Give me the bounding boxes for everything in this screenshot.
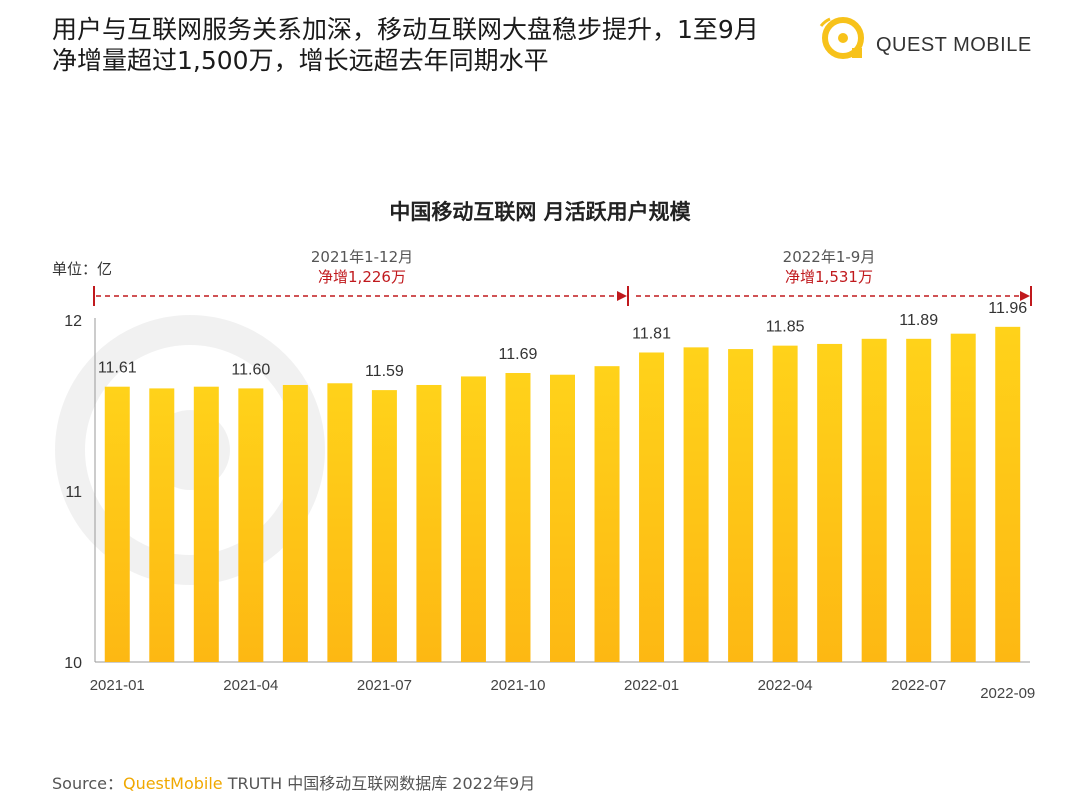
x-tick-label: 2022-04 xyxy=(758,677,813,694)
x-tick-label: 2021-01 xyxy=(90,677,145,694)
x-tick-label: 2021-10 xyxy=(490,677,545,694)
bar xyxy=(639,352,665,662)
source-prefix: Source： xyxy=(52,774,123,793)
brand-name: QUEST MOBILE xyxy=(876,34,1032,56)
bar xyxy=(327,383,353,662)
bar xyxy=(282,384,308,662)
period-2022: 2022年1-9月 净增1,531万 xyxy=(729,247,929,287)
data-label: 11.85 xyxy=(766,319,805,336)
bar xyxy=(104,386,130,662)
period-2021: 2021年1-12月 净增1,226万 xyxy=(262,247,462,287)
bar xyxy=(950,333,976,662)
x-tick-label: 2021-04 xyxy=(223,677,278,694)
chart-title: 中国移动互联网 月活跃用户规模 xyxy=(389,200,691,224)
x-tick-label: 2021-07 xyxy=(357,677,412,694)
data-label: 11.96 xyxy=(988,300,1027,317)
data-label: 11.61 xyxy=(98,360,137,377)
x-tick-label: 2022-09 xyxy=(980,685,1035,702)
data-label: 11.81 xyxy=(632,325,671,342)
bar xyxy=(550,374,575,662)
x-tick-label: 2022-07 xyxy=(891,677,946,694)
bar xyxy=(772,345,798,662)
y-tick-label: 10 xyxy=(64,655,82,672)
questmobile-logo-icon xyxy=(819,17,864,59)
y-tick-label: 11 xyxy=(65,484,82,501)
data-labels: 11.61 11.60 11.59 11.69 11.81 11.85 11.89 11.96 xyxy=(98,300,1027,380)
headline: 用户与互联网服务关系加深，移动互联网大盘稳步提升，1至9月 净增量超过1,500… xyxy=(52,14,822,76)
period-markers xyxy=(93,286,1032,306)
bar xyxy=(505,373,531,662)
period-2021-net: 净增1,226万 xyxy=(318,268,406,286)
source-note: Source：QuestMobile TRUTH 中国移动互联网数据库 2022… xyxy=(52,770,535,794)
bar xyxy=(683,347,709,662)
bar xyxy=(416,384,442,662)
bar xyxy=(238,388,264,662)
bars xyxy=(104,326,1021,662)
headline-line-1: 用户与互联网服务关系加深，移动互联网大盘稳步提升，1至9月 xyxy=(52,15,759,44)
bar xyxy=(193,386,219,662)
y-ticks: 10 11 12 xyxy=(64,313,82,672)
data-label: 11.59 xyxy=(365,363,404,380)
period-2021-range: 2021年1-12月 xyxy=(310,248,414,266)
bar xyxy=(817,343,843,662)
bar xyxy=(995,326,1021,662)
data-label: 11.60 xyxy=(231,361,270,378)
source-rest: TRUTH 中国移动互联网数据库 2022年9月 xyxy=(222,774,536,793)
y-tick-label: 12 xyxy=(64,313,82,330)
source-brand: QuestMobile xyxy=(122,774,223,793)
bar xyxy=(861,338,887,662)
bar xyxy=(594,366,620,662)
bar xyxy=(149,388,175,662)
data-label: 11.69 xyxy=(499,346,538,363)
x-tick-label: 2022-01 xyxy=(624,677,679,694)
period-2022-range: 2022年1-9月 xyxy=(782,248,876,266)
bar xyxy=(906,338,932,662)
bar xyxy=(371,390,397,662)
headline-line-2: 净增量超过1,500万，增长远超去年同期水平 xyxy=(52,46,549,75)
data-label: 11.89 xyxy=(899,312,938,329)
unit-label: 单位：亿 xyxy=(52,260,113,278)
bar xyxy=(728,349,754,662)
x-ticks: 2021-01 2021-04 2021-07 2021-10 2022-01 2022-… xyxy=(90,677,1036,702)
brand-logo: QUEST MOBILE xyxy=(818,16,1033,62)
period-2022-net: 净增1,531万 xyxy=(785,268,873,286)
bar xyxy=(460,376,486,662)
